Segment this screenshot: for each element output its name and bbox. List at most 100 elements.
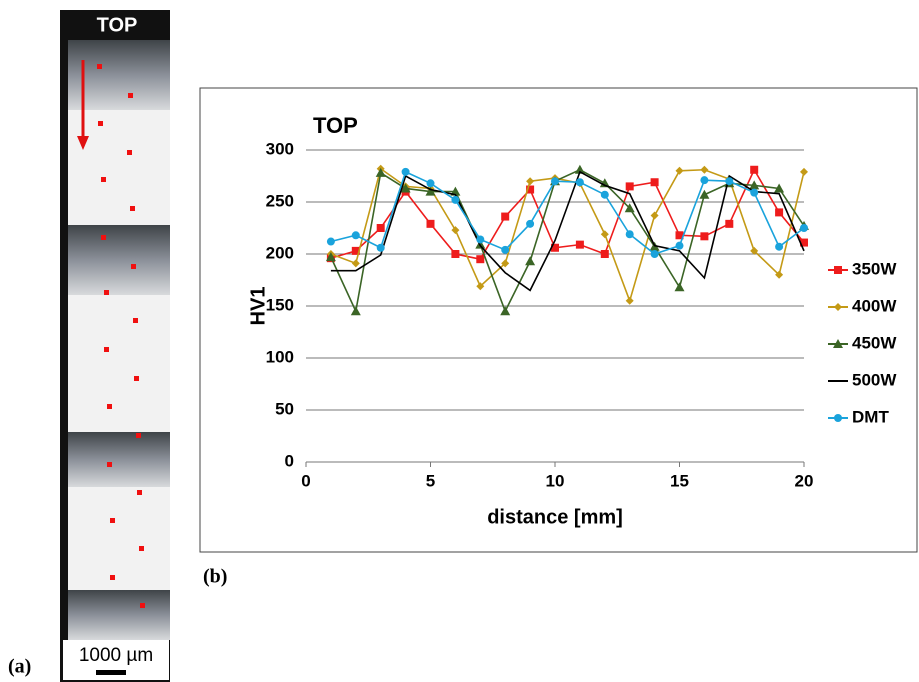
y-axis-label: HV1 (247, 287, 269, 326)
marker (325, 252, 336, 262)
strip-title: TOP (97, 14, 138, 36)
marker (650, 250, 659, 258)
scale-label: 1000 µm (79, 645, 153, 666)
marker (775, 270, 784, 279)
marker (476, 235, 485, 244)
marker (624, 203, 635, 213)
y-tick-label: 300 (266, 139, 294, 158)
series-line (330, 168, 805, 314)
chart-title: TOP (313, 113, 358, 138)
marker (775, 208, 784, 217)
marker (476, 255, 485, 264)
marker (451, 195, 460, 204)
marker (350, 306, 361, 316)
legend-label: 450W (852, 333, 897, 352)
marker (625, 296, 634, 305)
marker (650, 178, 659, 187)
legend-label: 500W (852, 370, 897, 389)
marker (451, 250, 460, 258)
layer (68, 432, 170, 487)
x-tick-label: 10 (546, 471, 565, 490)
marker (800, 238, 808, 247)
marker (749, 180, 760, 190)
marker (351, 259, 360, 268)
marker (575, 240, 584, 249)
y-tick-label: 50 (275, 399, 294, 418)
marker (351, 231, 360, 240)
marker (600, 190, 609, 199)
marker (426, 219, 435, 228)
marker (600, 230, 609, 239)
x-tick-label: 0 (301, 471, 310, 490)
marker (699, 189, 710, 199)
marker (376, 243, 385, 252)
marker (834, 303, 842, 311)
marker (834, 266, 842, 274)
layer (68, 590, 170, 640)
marker (750, 246, 759, 255)
marker (326, 237, 335, 246)
marker (774, 183, 785, 193)
marker (450, 186, 461, 196)
layer (68, 225, 170, 295)
y-tick-label: 200 (266, 243, 294, 262)
marker (650, 211, 659, 220)
marker (526, 219, 535, 228)
marker (501, 245, 510, 254)
x-tick-label: 15 (670, 471, 689, 490)
indents (97, 64, 145, 608)
x-tick-label: 5 (426, 471, 435, 490)
marker (375, 167, 386, 177)
marker (675, 241, 684, 250)
marker (501, 212, 510, 221)
panel-label: (b) (203, 566, 227, 588)
scale-bar (96, 670, 126, 675)
marker (800, 224, 808, 232)
marker (574, 164, 585, 174)
legend-label: 350W (852, 259, 897, 278)
series-line (330, 170, 805, 292)
marker (600, 250, 609, 258)
marker (551, 243, 559, 252)
legend-label: 400W (852, 296, 897, 315)
y-tick-label: 150 (266, 295, 294, 314)
marker (775, 242, 784, 251)
marker (675, 231, 684, 240)
marker (725, 177, 734, 186)
marker (675, 166, 684, 175)
series-line (330, 168, 805, 261)
arrow-head (77, 136, 89, 150)
marker (500, 306, 511, 316)
marker (625, 182, 634, 191)
marker (526, 177, 535, 186)
marker (401, 167, 410, 176)
marker (750, 188, 759, 197)
y-tick-label: 250 (266, 191, 294, 210)
x-axis-label: distance [mm] (487, 506, 623, 528)
marker (451, 226, 460, 235)
marker (700, 232, 709, 241)
marker (525, 256, 536, 266)
series-line (330, 167, 805, 304)
marker (351, 246, 360, 255)
layer (68, 40, 170, 110)
marker (501, 259, 510, 268)
marker (476, 282, 485, 291)
marker (833, 339, 843, 348)
marker (800, 167, 808, 176)
micrograph: TOP 1000 µm (60, 10, 170, 682)
marker (425, 186, 436, 196)
marker (426, 179, 435, 188)
panel-label: (a) (8, 656, 31, 678)
series-line (330, 170, 805, 255)
marker (526, 185, 535, 194)
marker (376, 224, 385, 232)
marker (700, 176, 709, 185)
x-tick-label: 20 (795, 471, 814, 490)
legend-label: DMT (852, 407, 889, 426)
marker (750, 165, 759, 174)
marker (700, 165, 709, 174)
marker (625, 230, 634, 239)
marker (551, 177, 559, 186)
